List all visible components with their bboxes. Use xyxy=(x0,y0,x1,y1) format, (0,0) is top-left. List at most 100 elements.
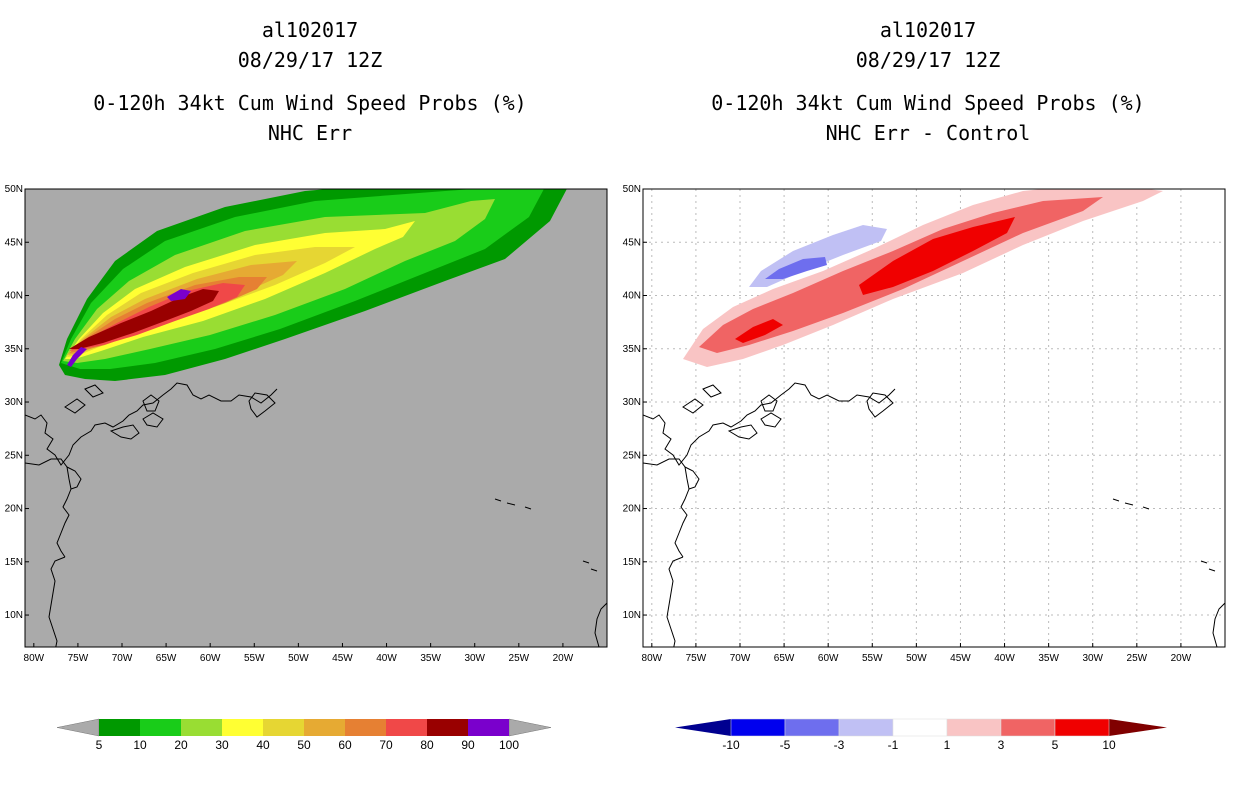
left-lon-label: 20W xyxy=(553,653,574,664)
right-title-line-2: 08/29/17 12Z xyxy=(855,48,1001,72)
right-lon-label: 65W xyxy=(774,653,795,664)
right-colorbar-swatch xyxy=(946,718,1002,737)
right-colorbar-label: 1 xyxy=(944,738,951,752)
prob-band-90-south xyxy=(67,347,87,367)
right-colorbar-label: -3 xyxy=(834,738,845,752)
left-colorbar-label: 5 xyxy=(96,738,103,752)
right-colorbar-low-arrow xyxy=(675,719,731,736)
left-lat-label: 15N xyxy=(5,557,23,568)
right-colorbar-swatch xyxy=(1054,718,1110,737)
left-lon-label: 75W xyxy=(68,653,89,664)
right-title-line-4: NHC Err - Control xyxy=(825,121,1031,145)
right-colorbar-label: 5 xyxy=(1052,738,1059,752)
right-map-panel: 50N 45N 40N 35N 30N 25N 20N 15N 10N 80W 75W 70W 65W… xyxy=(623,184,1226,664)
right-colorbar-label: -1 xyxy=(888,738,899,752)
right-lon-label: 20W xyxy=(1171,653,1192,664)
right-lon-label: 35W xyxy=(1038,653,1059,664)
left-lon-label: 65W xyxy=(156,653,177,664)
right-lon-axis: 80W 75W 70W 65W 60W 55W 50W 45W 40W 35W 30W 25W 20W xyxy=(642,643,1192,664)
left-title-line-2: 08/29/17 12Z xyxy=(237,48,383,72)
left-lon-label: 30W xyxy=(464,653,485,664)
right-lon-label: 30W xyxy=(1082,653,1103,664)
right-title: al102017 08/29/17 12Z 0-120h 34kt Cum Wi… xyxy=(628,15,1228,148)
left-lat-label: 10N xyxy=(5,610,23,621)
right-lon-label: 25W xyxy=(1127,653,1148,664)
left-map-frame xyxy=(24,188,608,648)
right-colorbar-label: -10 xyxy=(722,738,740,752)
right-title-line-3: 0-120h 34kt Cum Wind Speed Probs (%) xyxy=(711,91,1145,115)
right-lon-label: 75W xyxy=(686,653,707,664)
left-colorbar-low-arrow xyxy=(56,718,100,737)
left-lon-label: 50W xyxy=(288,653,309,664)
left-colorbar-high-arrow xyxy=(508,718,552,737)
left-lon-label: 40W xyxy=(376,653,397,664)
diff-band-plus5-east xyxy=(859,217,1015,295)
right-lat-axis: 50N 45N 40N 35N 30N 25N 20N 15N 10N xyxy=(623,184,647,621)
left-lon-label: 55W xyxy=(244,653,265,664)
right-lat-label: 40N xyxy=(623,291,641,302)
right-lat-label: 30N xyxy=(623,397,641,408)
left-lon-label: 35W xyxy=(420,653,441,664)
right-lon-label: 50W xyxy=(906,653,927,664)
left-colorbar-swatch xyxy=(468,719,509,736)
diff-band-minus3 xyxy=(765,257,827,279)
left-colorbar-swatch xyxy=(386,719,427,736)
left-colorbar-swatch xyxy=(345,719,386,736)
right-colorbar-swatch xyxy=(784,718,840,737)
right-lon-label: 70W xyxy=(730,653,751,664)
right-colorbar-swatch xyxy=(1000,718,1056,737)
left-lon-label: 25W xyxy=(509,653,530,664)
left-colorbar-label: 30 xyxy=(215,738,229,752)
left-colorbar: 5 10 20 30 40 50 60 70 80 90 100 xyxy=(56,718,552,752)
left-colorbar-label: 20 xyxy=(174,738,188,752)
diff-band-plus5-west xyxy=(735,319,783,343)
right-colorbar-swatch xyxy=(730,718,786,737)
right-lon-label: 55W xyxy=(862,653,883,664)
left-colorbar-swatch xyxy=(427,719,468,736)
right-lon-label: 45W xyxy=(950,653,971,664)
right-lat-label: 45N xyxy=(623,237,641,248)
left-lat-label: 40N xyxy=(5,291,23,302)
prob-band-90-north xyxy=(167,289,191,301)
left-colorbar-label: 100 xyxy=(499,738,519,752)
right-map-frame xyxy=(642,188,1226,648)
left-colorbar-label: 60 xyxy=(338,738,352,752)
left-colorbar-label: 40 xyxy=(256,738,270,752)
right-lat-label: 15N xyxy=(623,557,641,568)
left-lat-axis: 50N 45N 40N 35N 30N 25N 20N 15N 10N xyxy=(5,184,29,621)
left-lon-label: 80W xyxy=(24,653,45,664)
right-colorbar-swatch xyxy=(838,718,894,737)
left-lon-axis: 80W 75W 70W 65W 60W 55W 50W 45W 40W 35W 30W 25W 20W xyxy=(24,643,574,664)
left-map-panel: 50N 45N 40N 35N 30N 25N 20N 15N 10N 80W 75W 70W 65W… xyxy=(5,184,608,664)
left-title-line-1: al102017 xyxy=(261,18,359,42)
left-lon-label: 60W xyxy=(200,653,221,664)
left-lon-label: 70W xyxy=(112,653,133,664)
left-lat-label: 30N xyxy=(5,397,23,408)
left-lat-label: 45N xyxy=(5,237,23,248)
right-lat-label: 50N xyxy=(623,184,641,195)
left-lat-label: 25N xyxy=(5,450,23,461)
left-title-line-3: 0-120h 34kt Cum Wind Speed Probs (%) xyxy=(93,91,527,115)
left-lat-label: 20N xyxy=(5,504,23,515)
right-colorbar-label: -5 xyxy=(780,738,791,752)
left-colorbar-swatch xyxy=(304,719,345,736)
right-lat-label: 10N xyxy=(623,610,641,621)
left-colorbar-swatch xyxy=(140,719,181,736)
left-colorbar-label: 50 xyxy=(297,738,311,752)
left-colorbar-label: 80 xyxy=(420,738,434,752)
right-lat-label: 20N xyxy=(623,504,641,515)
left-lat-label: 50N xyxy=(5,184,23,195)
right-lat-label: 25N xyxy=(623,450,641,461)
right-colorbar-high-arrow xyxy=(1109,719,1167,736)
right-difference-field xyxy=(683,189,1163,367)
left-lat-label: 35N xyxy=(5,344,23,355)
left-colorbar-label: 90 xyxy=(461,738,475,752)
right-colorbar-label: 10 xyxy=(1102,738,1116,752)
right-colorbar-label: 3 xyxy=(998,738,1005,752)
left-lon-label: 45W xyxy=(332,653,353,664)
right-colorbar-swatch xyxy=(892,718,948,737)
left-colorbar-label: 10 xyxy=(133,738,147,752)
left-probability-field xyxy=(59,189,567,381)
right-lon-label: 60W xyxy=(818,653,839,664)
